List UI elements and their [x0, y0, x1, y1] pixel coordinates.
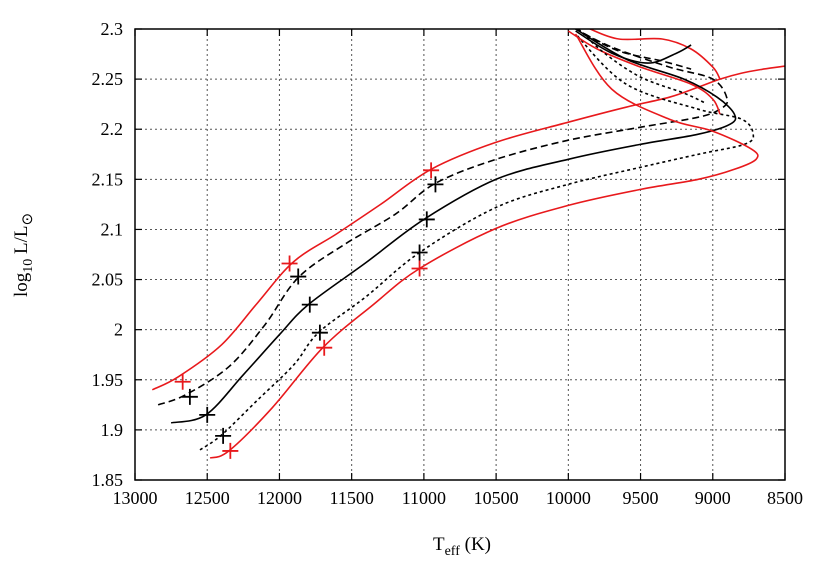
- plus-marker: [311, 324, 328, 341]
- track-line-6: [589, 29, 721, 80]
- plus-marker: [411, 244, 428, 261]
- x-tick-label: 8500: [767, 488, 803, 508]
- track-line-1: [157, 29, 729, 406]
- plus-marker: [281, 255, 298, 272]
- x-tick-label: 10000: [546, 488, 591, 508]
- x-tick-label: 11500: [329, 488, 373, 508]
- plus-marker: [418, 211, 435, 228]
- y-tick-label: 1.85: [92, 470, 124, 490]
- x-tick-label: 12500: [185, 488, 230, 508]
- track-line-9: [575, 30, 692, 64]
- plus-marker: [215, 427, 232, 444]
- x-tick-label: 13000: [113, 488, 158, 508]
- x-tick-label: 9500: [623, 488, 659, 508]
- track-line-4: [209, 33, 759, 459]
- x-tick-label: 11000: [402, 488, 446, 508]
- y-tick-label: 2.15: [92, 169, 124, 189]
- track-line-3: [199, 33, 755, 451]
- plus-marker: [301, 296, 318, 313]
- y-tick-labels: 1.85 1.9 1.95 2 2.05 2.1 2.15 2.2 2.25 2.3: [92, 19, 124, 490]
- track-line-7: [577, 29, 706, 104]
- evolutionary-tracks: [151, 29, 785, 459]
- plus-marker: [290, 268, 307, 285]
- plus-marker: [199, 406, 216, 423]
- plot-frame: [134, 28, 786, 481]
- y-tick-label: 2.1: [101, 219, 124, 239]
- x-tick-label: 9000: [695, 488, 731, 508]
- y-tick-label: 1.95: [92, 370, 124, 390]
- plus-marker: [427, 176, 444, 193]
- y-axis-label: log10 L/L⊙: [11, 213, 36, 297]
- x-axis-label: Teff (K): [433, 534, 491, 559]
- axis-ticks: [134, 28, 786, 481]
- track-line-5: [567, 30, 721, 115]
- track-markers: [174, 162, 444, 459]
- x-tick-label: 12000: [257, 488, 302, 508]
- track-line-0: [151, 65, 785, 391]
- plus-marker: [423, 162, 440, 179]
- grid: [135, 29, 785, 480]
- track-line-2: [170, 29, 737, 424]
- plus-marker: [316, 339, 333, 356]
- plus-marker: [181, 388, 198, 405]
- x-tick-label: 10500: [474, 488, 519, 508]
- y-tick-label: 2.3: [101, 19, 124, 39]
- y-tick-label: 2.25: [92, 69, 124, 89]
- y-tick-label: 2.05: [92, 270, 124, 290]
- y-tick-label: 2: [114, 320, 123, 340]
- x-tick-labels: 13000 12500 12000 11500 11000 10500 10000 9500 9…: [113, 488, 804, 508]
- plus-marker: [411, 260, 428, 277]
- track-line-8: [582, 32, 692, 70]
- plus-marker: [174, 373, 191, 390]
- y-tick-label: 2.2: [101, 119, 124, 139]
- plus-marker: [222, 442, 239, 459]
- y-tick-label: 1.9: [101, 420, 124, 440]
